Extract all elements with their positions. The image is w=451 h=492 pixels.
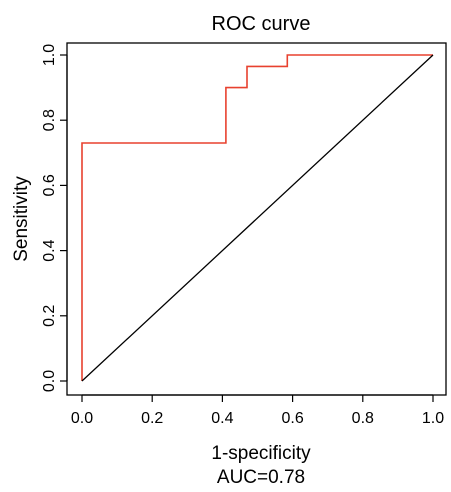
y-tick-label: 0.4 — [41, 239, 58, 261]
y-tick-label: 0.0 — [41, 370, 58, 392]
x-tick-label: 0.8 — [352, 410, 374, 427]
x-tick-label: 0.2 — [141, 410, 163, 427]
x-tick-label: 1.0 — [422, 410, 444, 427]
chart-title: ROC curve — [212, 13, 311, 35]
x-axis: 0.0 0.2 0.4 0.6 0.8 1.0 — [71, 394, 444, 427]
auc-annotation: AUC=0.78 — [217, 467, 305, 488]
x-axis-label: 1-specificity — [211, 443, 311, 464]
y-tick-label: 0.2 — [41, 305, 58, 327]
series-layer — [81, 54, 434, 382]
y-tick-label: 0.6 — [41, 174, 58, 196]
roc-curve-line — [81, 54, 433, 381]
y-tick-label: 0.8 — [41, 109, 58, 131]
reference-diagonal-line — [81, 54, 434, 382]
y-tick-label: 1.0 — [41, 44, 58, 66]
y-axis: 0.0 0.2 0.4 0.6 0.8 1.0 — [41, 44, 68, 392]
x-tick-label: 0.0 — [71, 410, 93, 427]
x-tick-label: 0.4 — [211, 410, 233, 427]
y-axis-label: Sensitivity — [11, 176, 32, 262]
x-tick-label: 0.6 — [281, 410, 303, 427]
